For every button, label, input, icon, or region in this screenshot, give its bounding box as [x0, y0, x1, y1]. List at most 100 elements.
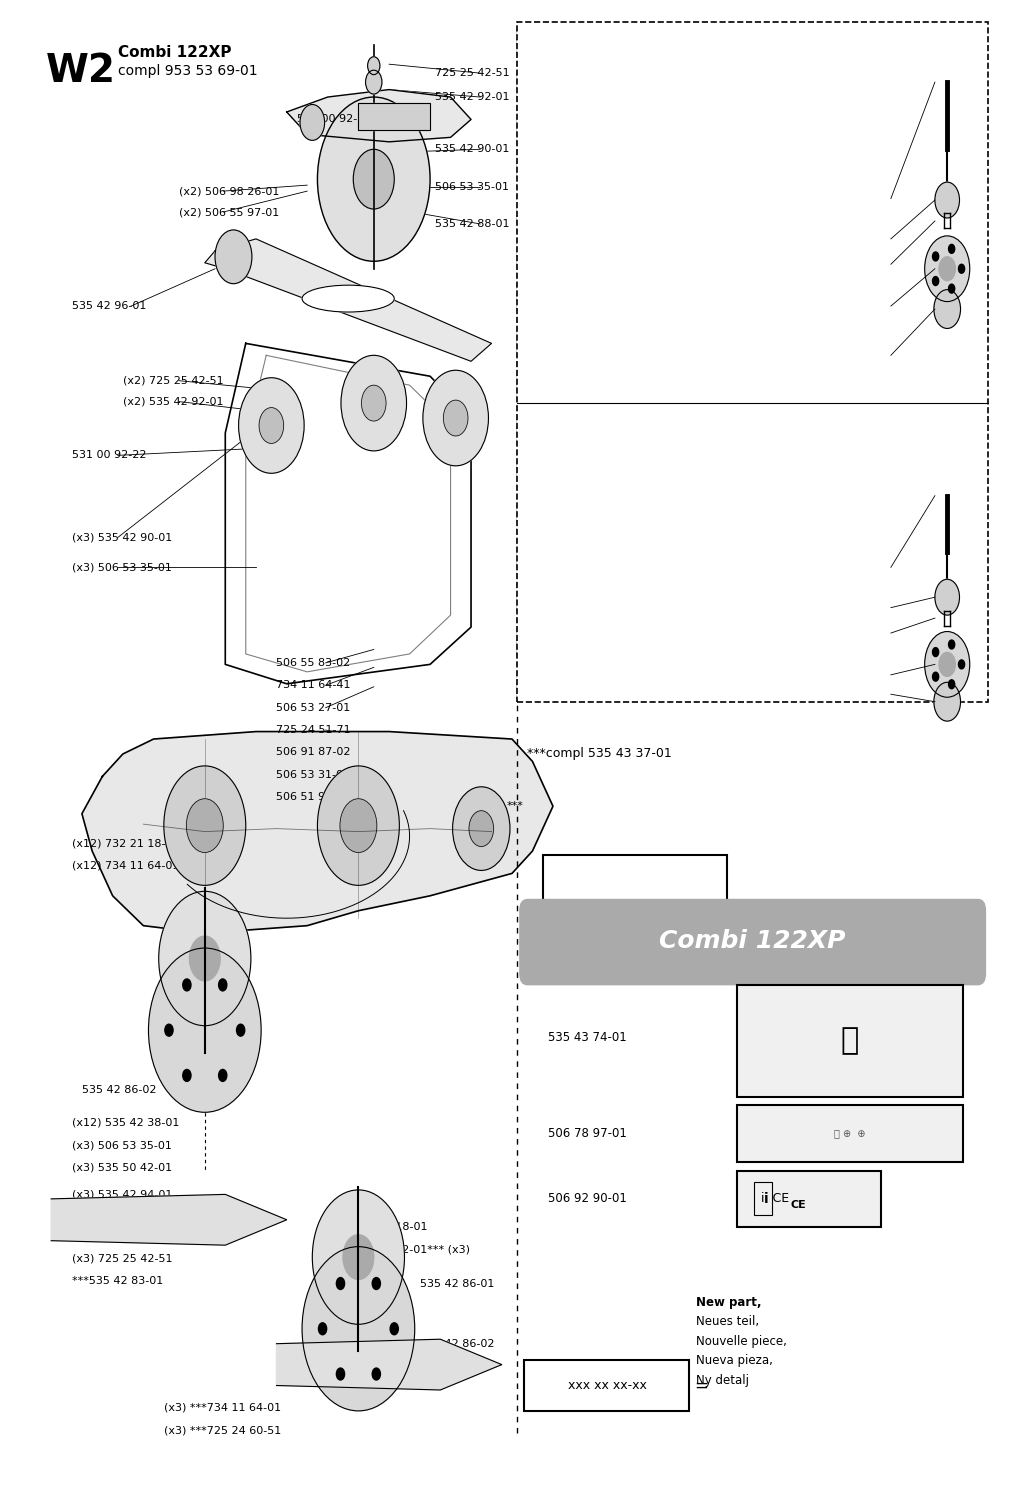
Circle shape — [958, 264, 965, 273]
Circle shape — [239, 378, 304, 473]
Bar — [517, 22, 988, 702]
Text: **535 42 89-01: **535 42 89-01 — [527, 306, 615, 317]
Circle shape — [164, 766, 246, 885]
Text: New part,: New part, — [696, 1296, 762, 1309]
Text: **738 22 05-19: **738 22 05-19 — [527, 355, 615, 366]
Text: i: i — [764, 1191, 768, 1206]
Text: 535 42 88-01: 535 42 88-01 — [435, 219, 510, 228]
Text: Äusser.: Äusser. — [527, 110, 572, 124]
Circle shape — [423, 370, 488, 466]
Text: =: = — [694, 1377, 709, 1394]
Text: *535 42 89-01: *535 42 89-01 — [527, 675, 609, 685]
Polygon shape — [205, 239, 492, 361]
Circle shape — [259, 408, 284, 443]
Text: Outer.: Outer. — [527, 72, 565, 85]
Circle shape — [300, 105, 325, 140]
Text: **738 22 05-19: **738 22 05-19 — [527, 239, 615, 249]
Text: 506 91 62-01*** (x3): 506 91 62-01*** (x3) — [353, 1245, 470, 1254]
Text: 535 42 86-02: 535 42 86-02 — [420, 1339, 495, 1348]
Text: 506 53 35-01: 506 53 35-01 — [435, 182, 509, 191]
Text: 732 21 18-01: 732 21 18-01 — [353, 1223, 428, 1232]
Text: (x2) 535 42 92-01: (x2) 535 42 92-01 — [123, 397, 223, 406]
Polygon shape — [287, 90, 471, 142]
Circle shape — [933, 252, 939, 261]
Circle shape — [469, 811, 494, 847]
Circle shape — [183, 979, 191, 991]
Text: Combi 122XP: Combi 122XP — [118, 45, 231, 60]
Circle shape — [935, 182, 959, 218]
Circle shape — [390, 1323, 398, 1335]
Text: (x3) ***734 11 64-01: (x3) ***734 11 64-01 — [164, 1403, 281, 1412]
Circle shape — [361, 385, 386, 421]
Text: 506 91 87-02: 506 91 87-02 — [276, 748, 351, 757]
Text: ***compl 535 43 37-01: ***compl 535 43 37-01 — [527, 746, 672, 760]
Text: ***535 42 83-01: ***535 42 83-01 — [72, 1277, 163, 1285]
Circle shape — [317, 766, 399, 885]
Text: **535 42 88-01: **535 42 88-01 — [527, 264, 615, 275]
Circle shape — [148, 948, 261, 1112]
Circle shape — [317, 97, 430, 261]
Bar — [754, 1182, 772, 1215]
Text: (x2) 725 25 42-51: (x2) 725 25 42-51 — [123, 376, 223, 385]
Text: *738 22 05-19: *738 22 05-19 — [527, 694, 609, 705]
Text: 535 42 86-02: 535 42 86-02 — [82, 1085, 157, 1094]
Text: Exterieur.: Exterieur. — [527, 91, 588, 105]
Text: (x3) 506 53 35-01: (x3) 506 53 35-01 — [72, 1141, 172, 1150]
Text: W2: W2 — [46, 52, 116, 90]
Circle shape — [934, 290, 961, 328]
Text: Keski.: Keski. — [527, 496, 564, 509]
Text: xxx xx xx-xx: xxx xx xx-xx — [567, 1380, 647, 1391]
Circle shape — [948, 679, 954, 688]
Circle shape — [366, 70, 382, 94]
Text: Centre.: Centre. — [527, 457, 573, 470]
Text: Yttre.: Yttre. — [527, 52, 567, 66]
Circle shape — [186, 799, 223, 853]
Text: 506 78 97-01: 506 78 97-01 — [548, 1127, 627, 1139]
Text: (x3) 506 53 35-01: (x3) 506 53 35-01 — [72, 563, 172, 572]
Circle shape — [925, 632, 970, 697]
Bar — [737, 1171, 881, 1227]
Polygon shape — [51, 1194, 287, 1245]
Circle shape — [215, 230, 252, 284]
Ellipse shape — [302, 285, 394, 312]
Text: *535 42 87-01: *535 42 87-01 — [527, 567, 609, 578]
Polygon shape — [82, 732, 553, 933]
Circle shape — [948, 284, 954, 293]
Text: 506 53 31-01: 506 53 31-01 — [276, 770, 350, 779]
Text: Zentrum.: Zentrum. — [527, 476, 586, 490]
Text: 535 42 96-01: 535 42 96-01 — [72, 302, 146, 311]
Circle shape — [933, 276, 939, 285]
FancyBboxPatch shape — [519, 899, 986, 985]
Text: 506 51 95-01: 506 51 95-01 — [276, 793, 350, 802]
Text: 725 24 51-71: 725 24 51-71 — [276, 726, 351, 735]
Circle shape — [934, 682, 961, 721]
Text: 506 53 27-01: 506 53 27-01 — [276, 703, 351, 712]
Circle shape — [443, 400, 468, 436]
Text: (x12) 535 42 38-01: (x12) 535 42 38-01 — [72, 1118, 179, 1127]
Text: 535 42 92-01: 535 42 92-01 — [435, 93, 510, 102]
Text: 🚫: 🚫 — [841, 1026, 859, 1056]
Circle shape — [372, 1368, 381, 1380]
Text: (x3) 535 50 42-01: (x3) 535 50 42-01 — [72, 1163, 172, 1172]
Text: ***: *** — [507, 802, 523, 811]
Text: 535 42 90-01: 535 42 90-01 — [435, 145, 510, 154]
Text: (x2) 506 55 97-01: (x2) 506 55 97-01 — [179, 208, 280, 216]
Polygon shape — [276, 1339, 502, 1390]
Text: ⟋ ⊕  ⊕: ⟋ ⊕ ⊕ — [835, 1129, 865, 1138]
Circle shape — [159, 891, 251, 1026]
Text: **535 42 87-02: **535 42 87-02 — [527, 199, 614, 209]
Text: 544 23 81-07: 544 23 81-07 — [584, 875, 686, 890]
Text: CE: CE — [791, 1200, 807, 1209]
Circle shape — [237, 1024, 245, 1036]
Circle shape — [933, 648, 939, 657]
Text: i  CE: i CE — [761, 1193, 790, 1205]
Text: 725 25 42-51: 725 25 42-51 — [435, 69, 510, 78]
Text: 734 11 64-41: 734 11 64-41 — [276, 681, 351, 690]
Text: *compl 535 42 86-01: *compl 535 42 86-01 — [527, 530, 651, 543]
Bar — [737, 1105, 963, 1162]
Text: 535 43 74-01: 535 43 74-01 — [548, 1032, 627, 1044]
Circle shape — [165, 1024, 173, 1036]
Text: (x3) ***725 24 60-51: (x3) ***725 24 60-51 — [164, 1426, 282, 1435]
Text: Nueva pieza,: Nueva pieza, — [696, 1354, 773, 1368]
Text: (x2) 506 98 26-01: (x2) 506 98 26-01 — [179, 187, 280, 196]
